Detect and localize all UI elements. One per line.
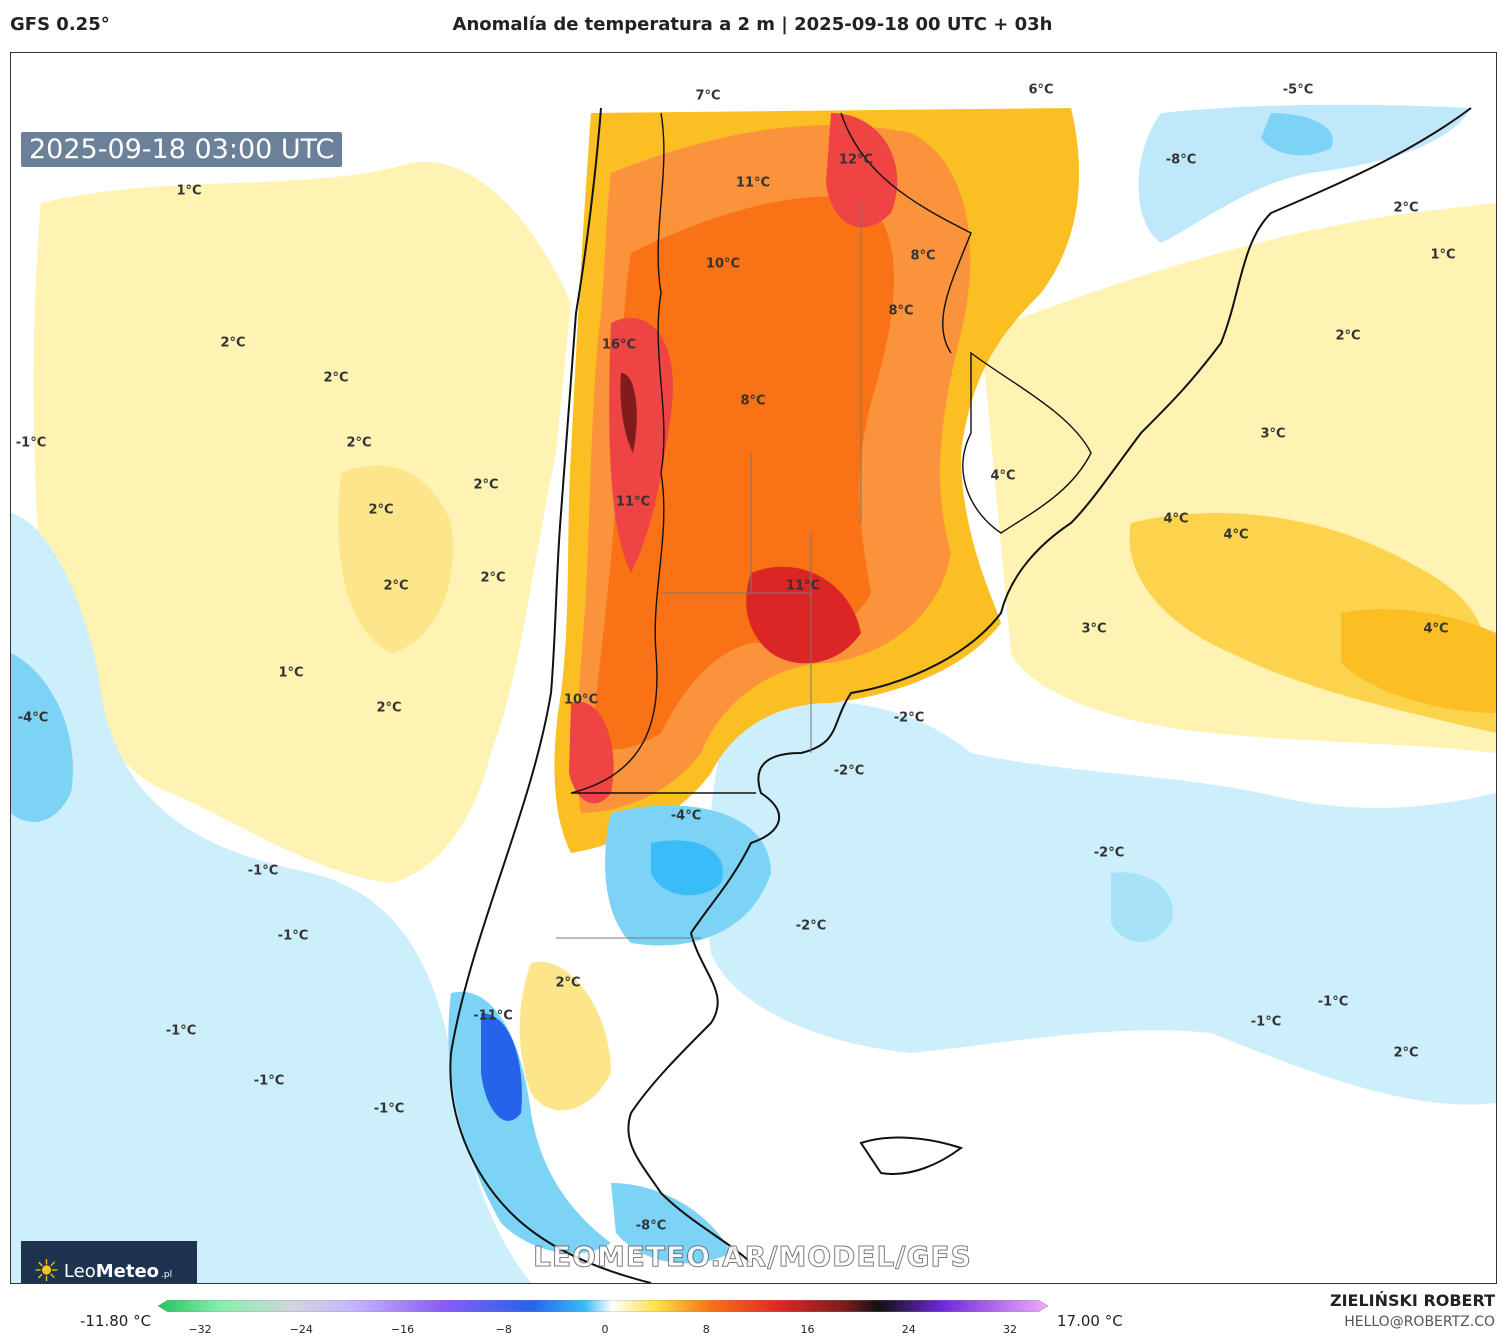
contour-label: 1°C — [176, 183, 202, 199]
contour-label: 10°C — [563, 692, 599, 708]
colorbar-tick: −8 — [495, 1323, 512, 1336]
atlantic-cold-area — [707, 699, 1496, 1105]
author-credit: ZIELIŃSKI ROBERT — [1329, 1291, 1495, 1310]
patagonia-cold-core — [651, 840, 723, 896]
atlantic-warm-core-2 — [1341, 609, 1496, 713]
pacific-cold-core — [11, 653, 73, 822]
contour-label: 6°C — [1028, 82, 1054, 98]
tierra-del-fuego-cold — [611, 1183, 731, 1264]
contour-label: -5°C — [1282, 82, 1314, 98]
contour-label: 3°C — [1260, 426, 1286, 442]
country-border-2 — [840, 112, 972, 354]
contour-label: 2°C — [368, 502, 394, 518]
contour-label: -2°C — [893, 710, 925, 726]
brazil-cold-area — [1138, 104, 1471, 243]
pacific-warm-core — [338, 465, 453, 653]
valid-time-badge: 2025-09-18 03:00 UTC — [21, 132, 343, 167]
colorbar-tick: 24 — [901, 1323, 916, 1336]
colorbar-min-label: -11.80 °C — [80, 1312, 152, 1330]
contour-label: -2°C — [1093, 845, 1125, 861]
colorbar-tick: 32 — [1003, 1323, 1017, 1336]
contour-label: 4°C — [1223, 527, 1249, 543]
santa-cruz-warm-area — [519, 961, 611, 1111]
contour-label: 11°C — [785, 578, 821, 594]
atlantic-cold-core — [1111, 872, 1173, 942]
contour-label: 11°C — [735, 175, 771, 191]
anomaly-map: 2025-09-18 03:00 UTC 1°C 2°C 2°C -1°C 2°C 2°C… — [10, 52, 1497, 1284]
contour-label: 2°C — [383, 578, 409, 594]
contour-label: 2°C — [1335, 328, 1361, 344]
colorbar-tick: 8 — [702, 1323, 710, 1336]
chaco-hot-core — [826, 113, 898, 228]
contour-label: 10°C — [705, 256, 741, 272]
uruguay-border — [962, 351, 1092, 534]
contour-label: -1°C — [1250, 1014, 1282, 1030]
contour-label: -8°C — [1165, 152, 1197, 168]
colorbar-max-label: 17.00 °C — [1057, 1312, 1123, 1330]
contour-label: 7°C — [695, 88, 721, 104]
colorbar-tick: 0 — [601, 1323, 609, 1336]
contour-label: 8°C — [888, 303, 914, 319]
contour-label: 8°C — [740, 393, 766, 409]
contour-label: -2°C — [833, 763, 865, 779]
site-watermark: LEOMETEO.AR/MODEL/GFS — [533, 1240, 972, 1274]
south-andes-cold-core — [481, 1013, 522, 1121]
pacific-cold-area — [11, 513, 531, 1283]
contour-label: -11°C — [473, 1008, 513, 1024]
sun-icon: ☀ — [33, 1253, 60, 1284]
contour-label: -8°C — [635, 1218, 667, 1234]
contour-label: -1°C — [165, 1023, 197, 1039]
contour-label: 1°C — [1430, 247, 1456, 263]
country-border-1 — [570, 112, 756, 794]
contour-label: 2°C — [1393, 1045, 1419, 1061]
contour-label: 2°C — [480, 570, 506, 586]
contour-label: 2°C — [220, 335, 246, 351]
contour-label: 2°C — [376, 700, 402, 716]
contour-label: 12°C — [838, 152, 874, 168]
contour-label: -4°C — [670, 808, 702, 824]
contour-label: 11°C — [615, 494, 651, 510]
colorbar-tick: −32 — [188, 1323, 212, 1336]
logo-tld: .pl — [161, 1270, 173, 1280]
contour-label: -1°C — [247, 863, 279, 879]
pampa-hot-core — [746, 566, 861, 664]
contour-label: 16°C — [601, 337, 637, 353]
contour-label: -1°C — [15, 435, 47, 451]
colorbar-tick: −16 — [390, 1323, 415, 1336]
contour-label: 2°C — [473, 477, 499, 493]
contour-label: -1°C — [1317, 994, 1349, 1010]
pacific-coastline — [449, 107, 652, 1283]
contour-label: 8°C — [910, 248, 936, 264]
malvinas-islands — [859, 1136, 964, 1175]
contour-label: 2°C — [346, 435, 372, 451]
contour-label: -4°C — [17, 710, 49, 726]
contour-label: -2°C — [795, 918, 827, 934]
contour-label: 4°C — [990, 468, 1016, 484]
colorbar — [158, 1300, 1048, 1312]
contour-label: -1°C — [277, 928, 309, 944]
contour-label: 4°C — [1163, 511, 1189, 527]
logo-wordmark: LeoMeteo — [63, 1260, 160, 1282]
pacific-warm-area — [33, 161, 571, 884]
andes-max-core — [620, 373, 637, 453]
contour-label: -1°C — [373, 1101, 405, 1117]
brazil-cold-core — [1261, 113, 1333, 156]
contour-label: 3°C — [1081, 621, 1107, 637]
patagonia-hot-core — [569, 701, 614, 804]
province-borders — [556, 203, 862, 939]
contour-label: 1°C — [278, 665, 304, 681]
map-title: Anomalía de temperatura a 2 m | 2025-09-… — [452, 14, 1053, 35]
author-email[interactable]: HELLO@ROBERTZ.CO — [1344, 1314, 1495, 1330]
contour-label: 4°C — [1423, 621, 1449, 637]
model-name: GFS 0.25° — [10, 14, 110, 35]
atlantic-coastline — [627, 107, 1472, 1264]
colorbar-tick: 16 — [800, 1323, 815, 1336]
colorbar-tick: −24 — [289, 1323, 313, 1336]
contour-label: 2°C — [555, 975, 581, 991]
contour-label: -1°C — [253, 1073, 285, 1089]
map-canvas — [11, 53, 1496, 1283]
contour-label: 2°C — [323, 370, 349, 386]
contour-label: 2°C — [1393, 200, 1419, 216]
leometeo-logo[interactable]: ☀ LeoMeteo .pl — [21, 1241, 197, 1284]
